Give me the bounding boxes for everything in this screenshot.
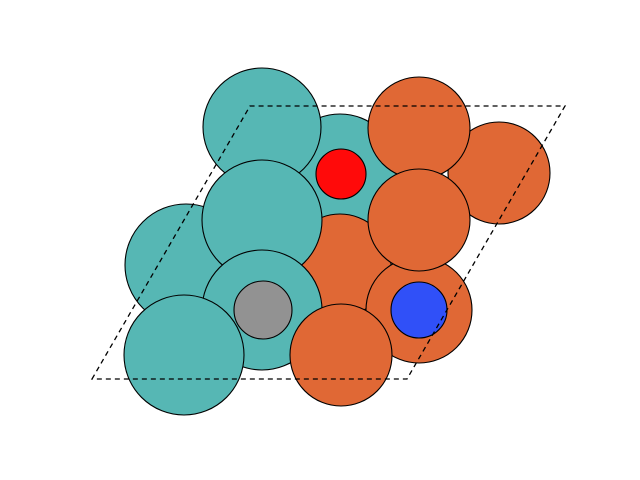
atom-substrate-orange xyxy=(447,121,551,225)
atom-substrate-teal xyxy=(123,294,245,416)
atom-adsorbate-gray xyxy=(233,280,293,340)
atom-substrate-orange xyxy=(367,168,471,272)
atom-adsorbate-red xyxy=(315,148,367,200)
atom-substrate-orange xyxy=(367,76,471,180)
atom-adsorbate-blue xyxy=(390,281,448,339)
atom-substrate-orange xyxy=(289,303,393,407)
unit-cell-outline xyxy=(90,105,567,380)
atoms-layer xyxy=(123,67,551,416)
